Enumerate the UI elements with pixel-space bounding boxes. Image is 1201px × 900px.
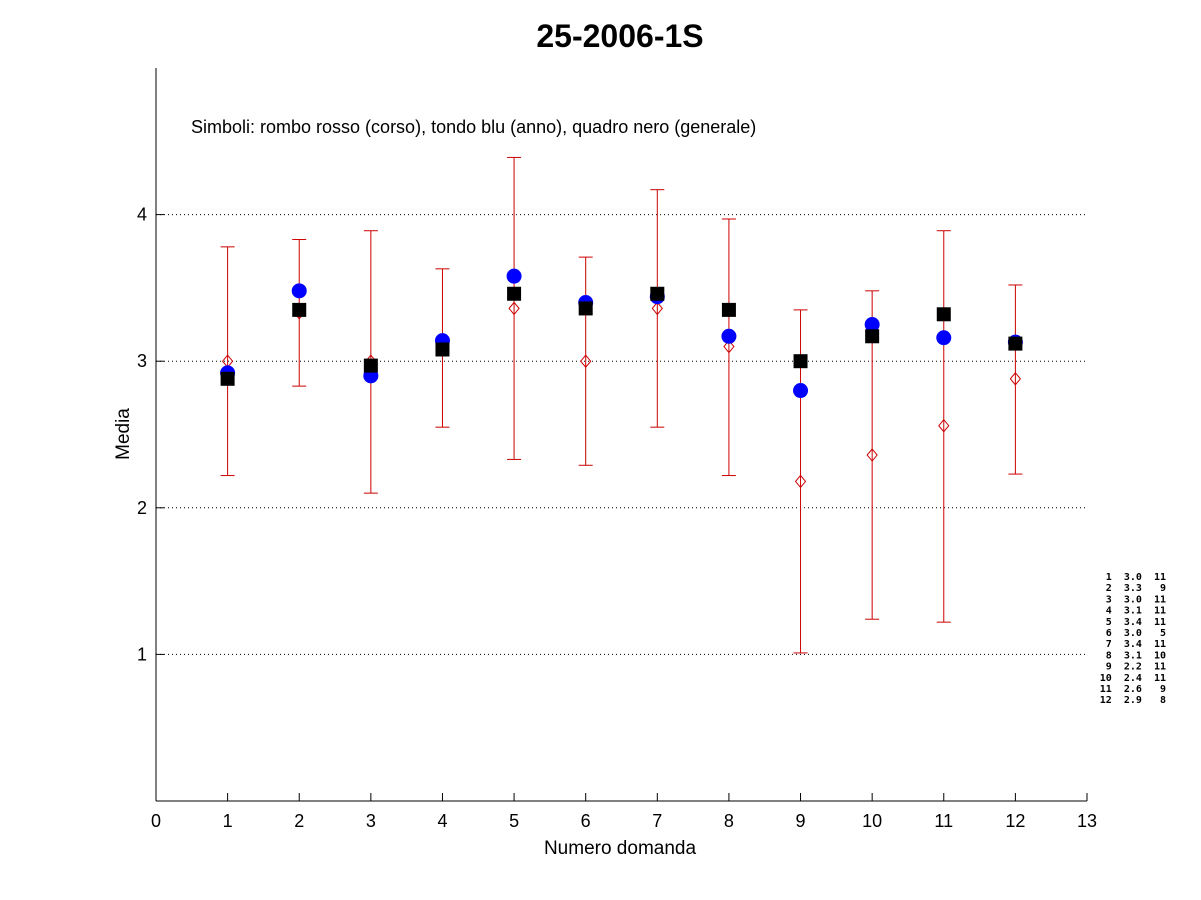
square-point-generale-10 <box>865 329 880 344</box>
error-bar-5 <box>507 156 522 460</box>
x-tick-label: 5 <box>509 811 519 831</box>
summary-table: 1 3.0 11 2 3.3 9 3 3.0 11 4 3.1 11 5 3.4… <box>1100 572 1166 706</box>
x-axis-label: Numero domanda <box>544 838 697 859</box>
x-tick-label: 8 <box>724 811 734 831</box>
x-tick-label: 3 <box>366 811 376 831</box>
circle-point-anno-11 <box>936 330 952 346</box>
diamond-point-corso-11 <box>938 418 950 433</box>
error-bar-11 <box>936 230 951 623</box>
x-tick-label: 12 <box>1005 811 1025 831</box>
square-point-generale-5 <box>507 286 522 301</box>
x-tick-label: 10 <box>862 811 882 831</box>
circle-point-anno-9 <box>793 383 809 399</box>
error-bar-1 <box>220 246 235 477</box>
diamond-point-corso-6 <box>580 354 592 368</box>
diamond-point-corso-8 <box>723 339 735 354</box>
x-tick-label: 7 <box>652 811 662 831</box>
circle-point-anno-2 <box>291 283 307 299</box>
summary-table-row: 3 3.0 11 <box>1100 594 1166 605</box>
circle-point-anno-5 <box>506 268 522 284</box>
square-point-generale-4 <box>435 342 450 357</box>
circle-point-anno-10 <box>864 317 880 333</box>
summary-table-row: 8 3.1 10 <box>1100 650 1166 661</box>
error-bar-8 <box>721 218 736 477</box>
y-tick-label: 1 <box>137 644 147 664</box>
error-bar-12 <box>1008 284 1023 475</box>
square-point-generale-9 <box>793 354 808 369</box>
error-bar-6 <box>578 256 593 466</box>
x-tick-label: 13 <box>1077 811 1097 831</box>
x-tick-label: 6 <box>581 811 591 831</box>
square-point-generale-1 <box>220 371 235 386</box>
y-tick-label: 4 <box>137 205 147 225</box>
x-tick-label: 4 <box>437 811 447 831</box>
summary-table-row: 9 2.2 11 <box>1100 662 1166 673</box>
diamond-point-corso-5 <box>508 301 520 316</box>
summary-table-row: 11 2.6 9 <box>1100 684 1166 695</box>
gridlines <box>156 214 1087 655</box>
summary-table-row: 2 3.3 9 <box>1100 583 1166 594</box>
diamond-point-corso-9 <box>794 474 807 489</box>
x-tick-label: 11 <box>934 811 953 831</box>
error-bar-10 <box>865 290 880 620</box>
diamond-point-corso-12 <box>1009 372 1022 386</box>
summary-table-row: 1 3.0 11 <box>1100 572 1166 583</box>
y-tick-label: 3 <box>137 351 147 371</box>
x-tick-label: 9 <box>796 811 806 831</box>
square-point-generale-6 <box>578 301 593 316</box>
summary-table-row: 5 3.4 11 <box>1100 617 1166 628</box>
data-marks <box>220 156 1023 654</box>
summary-table-row: 4 3.1 11 <box>1100 606 1166 617</box>
y-tick-label: 2 <box>137 498 147 518</box>
summary-table-row: 7 3.4 11 <box>1100 639 1166 650</box>
summary-table-row: 10 2.4 11 <box>1100 673 1166 684</box>
square-point-generale-7 <box>650 286 665 301</box>
square-point-generale-3 <box>363 358 378 373</box>
square-point-generale-8 <box>721 302 736 317</box>
circle-point-anno-8 <box>721 328 737 344</box>
x-tick-label: 1 <box>223 811 233 831</box>
square-point-generale-2 <box>292 302 307 317</box>
y-axis-label: Media <box>113 408 134 460</box>
error-bar-7 <box>650 189 665 428</box>
square-point-generale-11 <box>936 307 951 322</box>
x-tick-label: 0 <box>151 811 161 831</box>
square-point-generale-12 <box>1008 336 1023 351</box>
diamond-point-corso-7 <box>651 301 663 316</box>
symbol-legend-note: Simboli: rombo rosso (corso), tondo blu … <box>191 117 756 137</box>
x-tick-label: 2 <box>294 811 304 831</box>
summary-table-row: 6 3.0 5 <box>1100 628 1166 639</box>
diamond-point-corso-10 <box>866 448 878 462</box>
chart-title: 25-2006-1S <box>536 18 703 54</box>
summary-table-row: 12 2.9 8 <box>1100 695 1166 706</box>
